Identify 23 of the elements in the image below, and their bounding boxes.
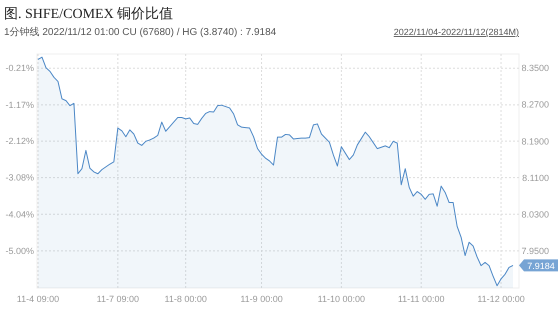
x-tick-label: 11-9 00:00 [240,294,283,304]
chart-subtitle: 1分钟线 2022/11/12 01:00 CU (67680) / HG (3.8740) : 7.9184 [4,26,277,38]
y-tick-label: -2.12% [5,136,34,146]
y-tick-label: -5.00% [5,246,34,256]
data-label: 7.9184 [527,260,555,271]
x-tick-label: 11-7 09:00 [96,294,140,304]
x-tick-label: 11-11 00:00 [398,294,445,304]
y2-tick-label: 8.1900 [521,136,549,146]
x-tick-label: 11-12 00:00 [477,294,525,304]
y2-tick-label: 8.3500 [521,63,549,74]
y2-tick-label: 8.0300 [521,209,549,220]
y-tick-label: -3.08% [5,172,34,183]
chart-title: 图. SHFE/COMEX 铜价比值 [4,6,174,22]
y-tick-label: -4.04% [5,209,34,220]
x-tick-label: 11-4 09:00 [16,294,60,304]
text: 2022/11/04-2022/11/12(2814M) [394,27,519,37]
x-tick-label: 11-10 00:00 [318,294,366,304]
y-tick-label: -1.17% [5,100,34,110]
y-tick-label: -0.21% [5,63,34,74]
x-tick-label: 11-8 00:00 [164,294,207,304]
y2-tick-label: 8.1100 [522,172,549,183]
y2-tick-label: 7.9500 [521,246,549,256]
y2-tick-label: 8.2700 [521,100,549,110]
